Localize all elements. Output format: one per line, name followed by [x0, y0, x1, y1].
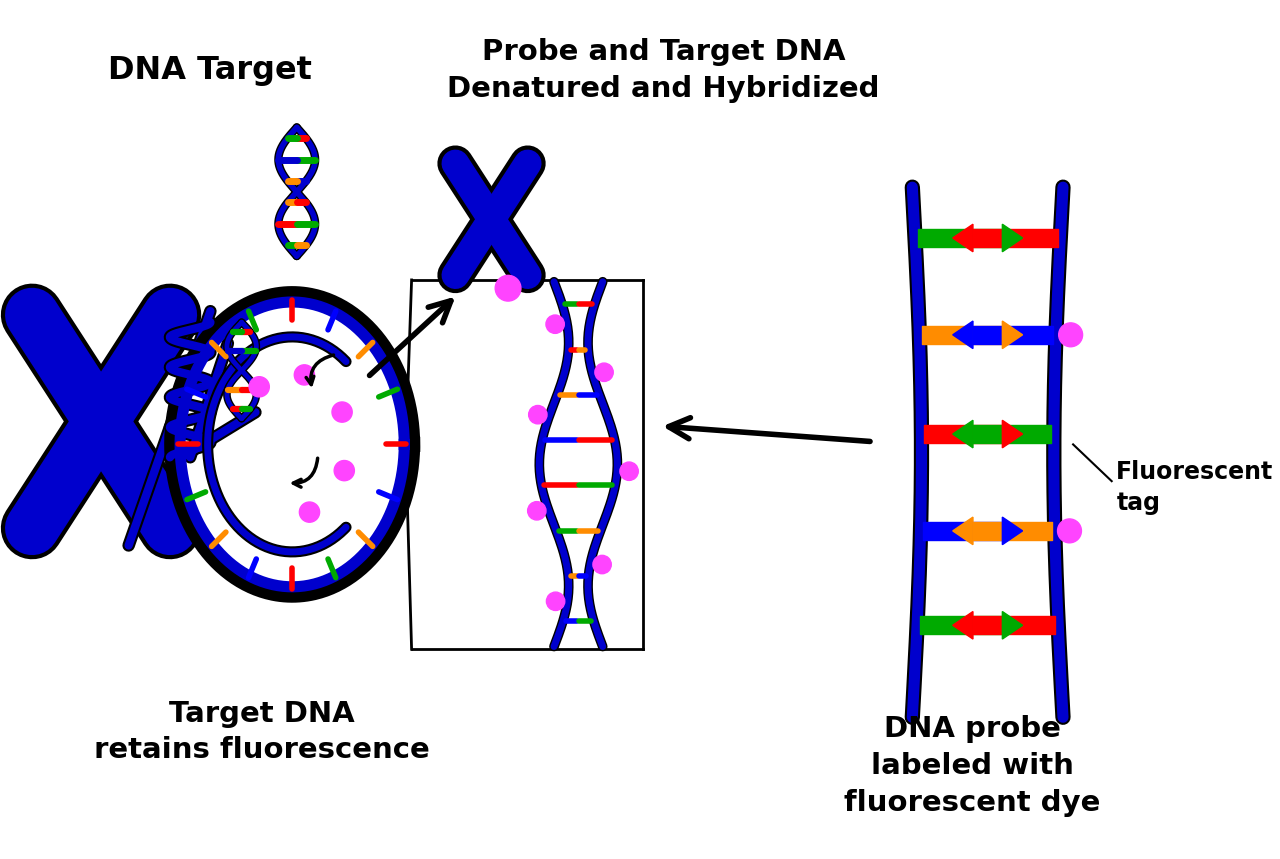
Polygon shape: [1002, 321, 1023, 349]
Circle shape: [547, 315, 564, 333]
Circle shape: [495, 276, 521, 301]
Circle shape: [294, 365, 315, 385]
Text: Target DNA
retains fluorescence: Target DNA retains fluorescence: [93, 699, 430, 765]
Polygon shape: [952, 420, 973, 448]
Text: DNA Target: DNA Target: [108, 55, 311, 86]
Polygon shape: [952, 224, 973, 252]
Polygon shape: [952, 612, 973, 639]
Polygon shape: [952, 321, 973, 349]
Circle shape: [1057, 519, 1082, 543]
Text: DNA probe
labeled with
fluorescent dye: DNA probe labeled with fluorescent dye: [844, 716, 1101, 817]
Text: Fluorescent
tag: Fluorescent tag: [1116, 460, 1274, 515]
Circle shape: [547, 592, 564, 611]
Polygon shape: [1002, 517, 1023, 545]
Polygon shape: [1002, 420, 1023, 448]
Text: Probe and Target DNA
Denatured and Hybridized: Probe and Target DNA Denatured and Hybri…: [447, 38, 879, 103]
Circle shape: [595, 363, 613, 381]
Circle shape: [527, 502, 547, 520]
Polygon shape: [1002, 224, 1023, 252]
Circle shape: [332, 402, 352, 422]
Polygon shape: [952, 517, 973, 545]
Circle shape: [1059, 323, 1083, 347]
Circle shape: [334, 460, 355, 481]
Circle shape: [529, 405, 547, 423]
Circle shape: [620, 462, 639, 480]
Polygon shape: [1002, 612, 1023, 639]
Circle shape: [593, 555, 612, 574]
Circle shape: [300, 502, 320, 522]
Circle shape: [250, 377, 269, 397]
